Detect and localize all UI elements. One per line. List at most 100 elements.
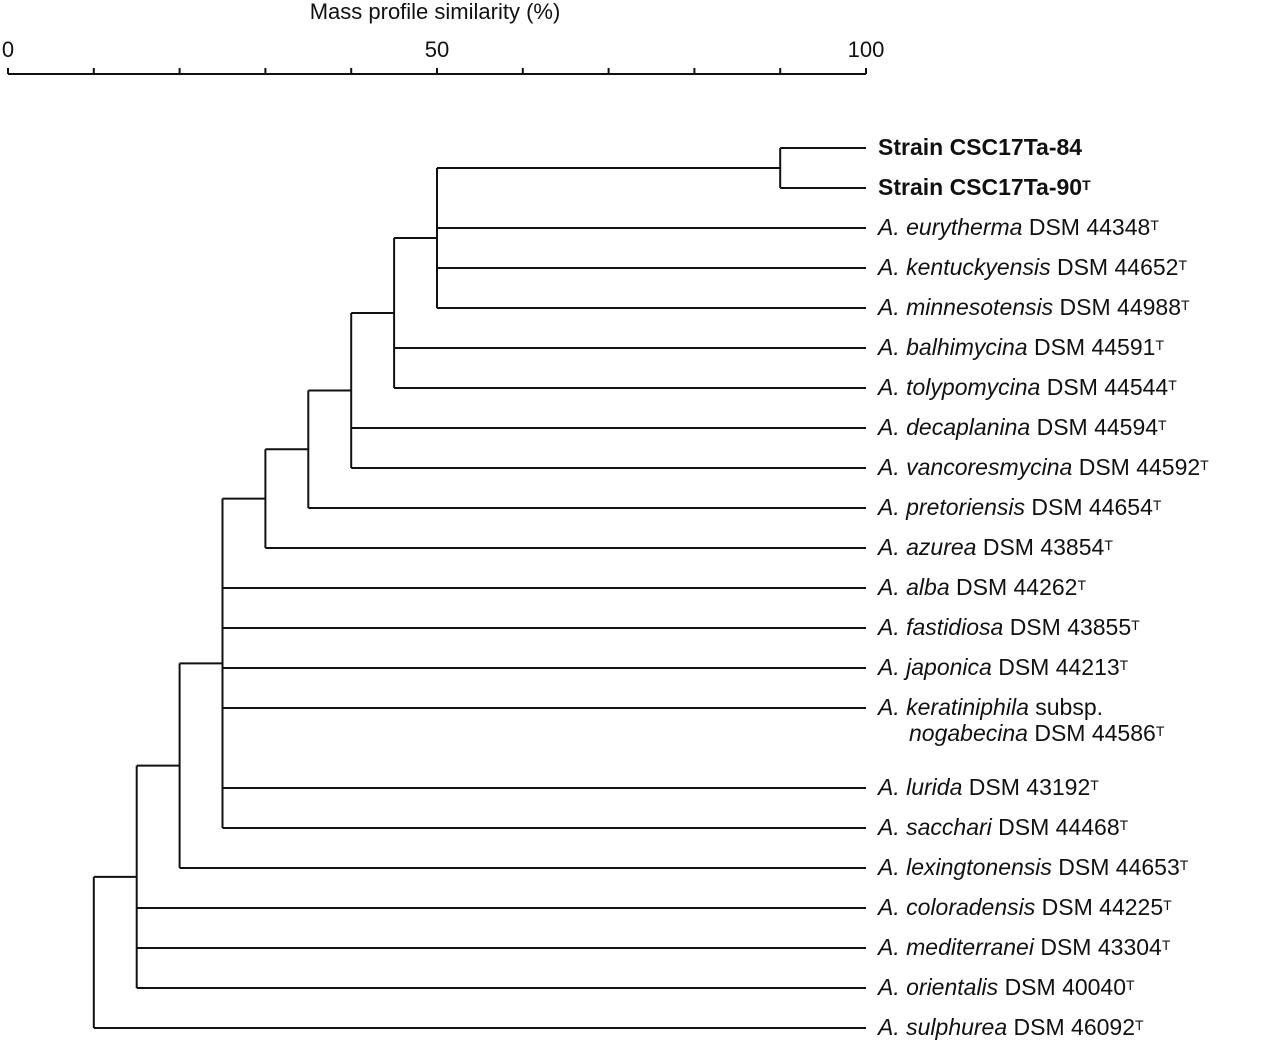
type-strain-mark: T: [1200, 457, 1209, 473]
strain-designation: DSM 44213: [998, 654, 1120, 680]
type-strain-mark: T: [1155, 723, 1165, 739]
species-epithet: mediterranei: [906, 934, 1034, 960]
genus-name: A.: [878, 374, 900, 400]
subspecies-epithet: nogabecina: [909, 720, 1028, 746]
type-strain-mark: T: [1082, 177, 1091, 193]
strain-designation: Strain CSC17Ta-84: [878, 134, 1083, 160]
species-epithet: alba: [906, 574, 950, 600]
species-epithet: pretoriensis: [906, 494, 1026, 520]
type-strain-mark: T: [1178, 257, 1188, 273]
leaf-label: A. eurytherma DSM 44348T: [878, 214, 1159, 240]
strain-designation: DSM 44262: [956, 574, 1078, 600]
type-strain-mark: T: [1181, 297, 1190, 313]
type-strain-mark: T: [1161, 937, 1171, 953]
species-epithet: balhimycina: [906, 334, 1028, 360]
strain-designation: Strain CSC17Ta-90: [878, 174, 1083, 200]
genus-name: A.: [878, 614, 900, 640]
genus-name: A.: [878, 774, 900, 800]
genus-name: A.: [878, 854, 900, 880]
species-epithet: eurytherma: [906, 214, 1023, 240]
type-strain-mark: T: [1126, 977, 1135, 993]
type-strain-mark: T: [1163, 897, 1172, 913]
species-epithet: sulphurea: [906, 1014, 1008, 1040]
type-strain-mark: T: [1150, 217, 1159, 233]
species-epithet: minnesotensis: [906, 294, 1054, 320]
species-epithet: vancoresmycina: [906, 454, 1073, 480]
leaf-label: A. minnesotensis DSM 44988T: [878, 294, 1190, 320]
strain-designation: DSM 44654: [1031, 494, 1153, 520]
genus-name: A.: [878, 334, 900, 360]
species-epithet: orientalis: [906, 974, 999, 1000]
genus-name: A.: [878, 694, 900, 720]
species-epithet: fastidiosa: [906, 614, 1004, 640]
strain-designation: DSM 44586: [1034, 720, 1156, 746]
strain-designation: DSM 43304: [1040, 934, 1162, 960]
strain-designation: DSM 44225: [1041, 894, 1164, 920]
leaf-label: Strain CSC17Ta-90T: [878, 174, 1091, 200]
species-epithet: japonica: [906, 654, 992, 680]
species-epithet: azurea: [906, 534, 977, 560]
genus-name: A.: [878, 1014, 900, 1040]
leaf-label: A. tolypomycina DSM 44544T: [878, 374, 1177, 400]
leaf-label: A. keratiniphila subsp. nogabecina DSM 44…: [878, 694, 1164, 746]
strain-designation: DSM 43192: [968, 774, 1091, 800]
genus-name: A.: [878, 414, 900, 440]
strain-designation: DSM 46092: [1013, 1014, 1136, 1040]
leaf-label: A. pretoriensis DSM 44654T: [878, 494, 1161, 520]
genus-name: A.: [878, 294, 900, 320]
leaf-label: A. sacchari DSM 44468T: [878, 814, 1128, 840]
type-strain-mark: T: [1119, 657, 1129, 673]
leaf-label: A. lexingtonensis DSM 44653T: [878, 854, 1188, 880]
strain-designation: DSM 44592: [1078, 454, 1201, 480]
type-strain-mark: T: [1077, 577, 1087, 593]
species-epithet: decaplanina: [906, 414, 1031, 440]
genus-name: A.: [878, 974, 900, 1000]
genus-name: A.: [878, 934, 900, 960]
tick-label-100: 100: [847, 37, 885, 62]
type-strain-mark: T: [1152, 497, 1162, 513]
genus-name: A.: [878, 214, 900, 240]
type-strain-mark: T: [1135, 1017, 1144, 1033]
species-epithet: sacchari: [906, 814, 992, 840]
leaf-label: A. sulphurea DSM 46092T: [878, 1014, 1144, 1040]
leaf-label: A. decaplanina DSM 44594T: [878, 414, 1167, 440]
type-strain-mark: T: [1168, 377, 1177, 393]
leaf-label: A. azurea DSM 43854T: [878, 534, 1113, 560]
strain-designation: DSM 44591: [1033, 334, 1156, 360]
species-epithet: kentuckyensis: [906, 254, 1051, 280]
leaf-label: A. mediterranei DSM 43304T: [878, 934, 1170, 960]
strain-designation: DSM 44348: [1028, 214, 1151, 240]
tick-label-0: 0: [1, 37, 15, 62]
leaf-label: Strain CSC17Ta-84: [878, 134, 1082, 160]
species-epithet: tolypomycina: [906, 374, 1041, 400]
strain-designation: subsp.: [1035, 694, 1104, 720]
strain-designation: DSM 40040: [1004, 974, 1127, 1000]
type-strain-mark: T: [1090, 777, 1099, 793]
type-strain-mark: T: [1131, 617, 1140, 633]
strain-designation: DSM 44594: [1036, 414, 1159, 440]
leaf-label: A. alba DSM 44262T: [878, 574, 1086, 600]
strain-designation: DSM 44544: [1046, 374, 1169, 400]
strain-designation: DSM 44652: [1056, 254, 1179, 280]
species-epithet: lurida: [906, 774, 963, 800]
type-strain-mark: T: [1158, 417, 1167, 433]
leaf-label: A. fastidiosa DSM 43855T: [878, 614, 1140, 640]
strain-designation: DSM 43854: [982, 534, 1105, 560]
species-epithet: lexingtonensis: [906, 854, 1052, 880]
type-strain-mark: T: [1179, 857, 1189, 873]
genus-name: A.: [878, 654, 900, 680]
genus-name: A.: [878, 254, 900, 280]
leaf-label: A. kentuckyensis DSM 44652T: [878, 254, 1187, 280]
genus-name: A.: [878, 534, 900, 560]
strain-designation: DSM 44653: [1058, 854, 1180, 880]
type-strain-mark: T: [1155, 337, 1164, 353]
leaf-label: A. coloradensis DSM 44225T: [878, 894, 1172, 920]
type-strain-mark: T: [1104, 537, 1113, 553]
genus-name: A.: [878, 454, 900, 480]
genus-name: A.: [878, 494, 900, 520]
tick-label-50: 50: [424, 37, 450, 62]
leaf-label: A. vancoresmycina DSM 44592T: [878, 454, 1209, 480]
leaf-label: A. lurida DSM 43192T: [878, 774, 1099, 800]
